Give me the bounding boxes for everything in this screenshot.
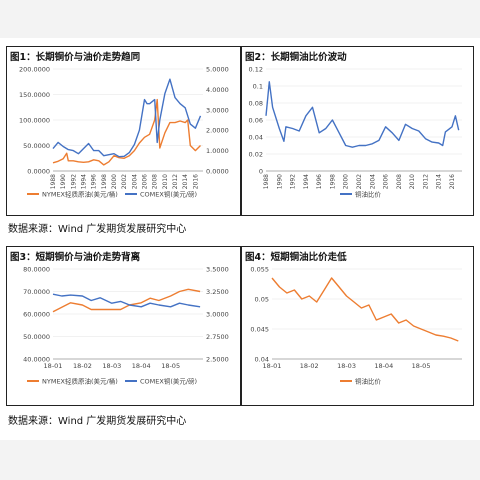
legend-label: 铜油比价 xyxy=(355,190,382,199)
source-note-1: 数据来源：Wind 广发期货发展研究中心 xyxy=(8,224,187,235)
y-tick-label: 70.0000 xyxy=(23,288,50,296)
y2-tick-label: 2.0000 xyxy=(206,127,229,135)
x-tick-label: 1998 xyxy=(329,174,336,189)
source-note-2: 数据来源：Wind 广发期货发展研究中心 xyxy=(8,416,187,427)
chart-panel-4: 图4：短期铜油比价走低 0.04 0.045 0.05 0.055 18-01 18-02… xyxy=(241,246,474,406)
x-tick-label: 1992 xyxy=(70,174,77,189)
y-tick-label: 0.08 xyxy=(249,100,263,108)
x-tick-label: 1996 xyxy=(316,174,323,189)
y2-tick-label: 4.0000 xyxy=(206,86,229,94)
y2-tick-label: 3.5000 xyxy=(206,266,229,274)
y2-tick-label: 0.0000 xyxy=(206,168,229,176)
y-tick-label: 0.04 xyxy=(249,134,263,142)
x-tick-label: 2012 xyxy=(172,174,179,189)
y-tick-label: 150.0000 xyxy=(19,91,50,99)
y-tick-label: 100.0000 xyxy=(19,117,50,125)
chart-2-svg: 0 0.02 0.04 0.06 0.08 0.1 0.12 1988 1990 1992 1994… xyxy=(249,66,462,199)
x-tick-label: 2016 xyxy=(192,174,199,189)
x-tick-label: 18-04 xyxy=(374,362,393,370)
x-tick-label: 18-01 xyxy=(44,362,63,370)
x-tick-label: 2004 xyxy=(131,174,138,189)
y-tick-label: 0.1 xyxy=(253,83,263,91)
chart-panel-2: 图2：长期铜油比价波动 0 0.02 0.04 0.06 0.08 0.1 0.12 1988… xyxy=(241,46,474,216)
x-tick-label: 2008 xyxy=(396,174,403,189)
legend-label: COMEX铜(美元/磅) xyxy=(140,377,197,386)
x-tick-label: 18-03 xyxy=(102,362,121,370)
x-tick-label: 2014 xyxy=(182,174,189,189)
y-tick-label: 0 xyxy=(259,168,263,176)
x-tick-label: 2002 xyxy=(121,174,128,189)
chart-title: 图1：长期铜价与油价走势趋同 xyxy=(10,52,141,63)
series-line xyxy=(265,81,460,148)
series-line xyxy=(271,277,459,342)
y2-tick-label: 2.7500 xyxy=(206,333,229,341)
y-tick-label: 0.02 xyxy=(249,151,263,159)
series-line xyxy=(52,293,201,308)
y-tick-label: 0.12 xyxy=(249,66,263,74)
x-tick-label: 2002 xyxy=(356,174,363,189)
x-tick-label: 1990 xyxy=(60,174,67,189)
x-tick-label: 1990 xyxy=(276,174,283,189)
legend-label: NYMEX轻质原油(美元/桶) xyxy=(42,190,118,199)
y-tick-label: 50.0000 xyxy=(23,333,50,341)
x-tick-label: 18-04 xyxy=(132,362,151,370)
x-tick-label: 2000 xyxy=(343,174,350,189)
y-tick-label: 40.0000 xyxy=(23,356,50,364)
x-tick-label: 18-02 xyxy=(73,362,92,370)
y-tick-label: 0.045 xyxy=(250,326,269,334)
x-tick-label: 1992 xyxy=(290,174,297,189)
x-tick-label: 18-05 xyxy=(412,362,431,370)
y-tick-label: 0.06 xyxy=(249,117,263,125)
y-tick-label: 50.0000 xyxy=(23,142,50,150)
x-tick-label: 18-05 xyxy=(161,362,180,370)
chart-3-svg: 40.0000 50.0000 60.0000 70.0000 80.0000 2.500… xyxy=(23,266,229,386)
x-tick-label: 2010 xyxy=(162,174,169,189)
x-tick-label: 18-01 xyxy=(263,362,282,370)
y2-tick-label: 3.0000 xyxy=(206,311,229,319)
chart-panel-1: 图1：长期铜价与油价走势趋同 0.0000 50.0000 100.0000 150.… xyxy=(6,46,241,216)
y-tick-label: 0.04 xyxy=(255,356,269,364)
x-tick-label: 2010 xyxy=(409,174,416,189)
x-tick-label: 2004 xyxy=(369,174,376,189)
x-tick-label: 1988 xyxy=(263,174,270,189)
report-page: 图1：长期铜价与油价走势趋同 0.0000 50.0000 100.0000 150.… xyxy=(0,38,480,440)
x-tick-label: 2006 xyxy=(383,174,390,189)
x-tick-label: 2008 xyxy=(152,174,159,189)
chart-title: 图3：短期铜价与油价走势背离 xyxy=(10,252,141,263)
y-tick-label: 80.0000 xyxy=(23,266,50,274)
series-line xyxy=(52,288,201,313)
y2-tick-label: 3.0000 xyxy=(206,106,229,114)
x-tick-label: 18-02 xyxy=(300,362,319,370)
y-tick-label: 0.0000 xyxy=(27,168,50,176)
x-tick-label: 1988 xyxy=(50,174,57,189)
y-tick-label: 60.0000 xyxy=(23,311,50,319)
y2-tick-label: 3.2500 xyxy=(206,288,229,296)
y2-tick-label: 5.0000 xyxy=(206,66,229,74)
y-tick-label: 200.0000 xyxy=(19,66,50,74)
series-line xyxy=(52,78,202,158)
x-tick-label: 2014 xyxy=(436,174,443,189)
x-tick-label: 1994 xyxy=(303,174,310,189)
x-tick-label: 2000 xyxy=(111,174,118,189)
x-tick-label: 2016 xyxy=(449,174,456,189)
x-tick-label: 1998 xyxy=(101,174,108,189)
y2-tick-label: 1.0000 xyxy=(206,147,229,155)
series-line xyxy=(52,98,201,166)
chart-title: 图4：短期铜油比价走低 xyxy=(245,252,347,263)
chart-panel-3: 图3：短期铜价与油价走势背离 40.0000 50.0000 60.0000 70.0… xyxy=(6,246,241,406)
x-tick-label: 1994 xyxy=(81,174,88,189)
x-tick-label: 2012 xyxy=(422,174,429,189)
x-tick-label: 18-03 xyxy=(337,362,356,370)
chart-1-svg: 0.0000 50.0000 100.0000 150.0000 200.0000 0.0… xyxy=(19,66,229,199)
chart-4-svg: 0.04 0.045 0.05 0.055 18-01 18-02 18-03 18-04 18… xyxy=(250,266,462,386)
chart-title: 图2：长期铜油比价波动 xyxy=(245,52,347,63)
legend-label: 铜油比价 xyxy=(355,377,382,386)
y-tick-label: 0.05 xyxy=(255,296,269,304)
y-tick-label: 0.055 xyxy=(250,266,269,274)
y2-tick-label: 2.5000 xyxy=(206,356,229,364)
legend-label: NYMEX轻质原油(美元/桶) xyxy=(42,377,118,386)
x-tick-label: 2006 xyxy=(142,174,149,189)
x-tick-label: 1996 xyxy=(91,174,98,189)
legend-label: COMEX铜(美元/磅) xyxy=(140,190,197,199)
